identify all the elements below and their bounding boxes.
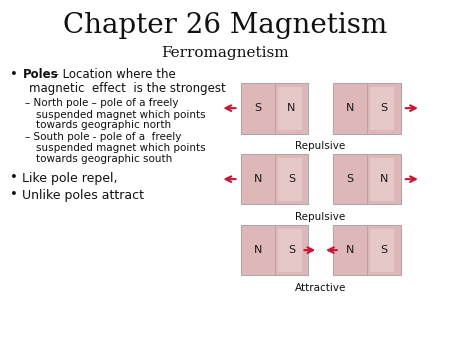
Text: suspended magnet which points: suspended magnet which points [36,143,206,153]
Text: S: S [288,245,295,255]
Text: Attractive: Attractive [295,283,346,293]
Text: •: • [10,68,18,80]
Text: S: S [254,103,261,113]
Text: N: N [287,103,296,113]
Text: •: • [10,171,18,184]
Text: Unlike poles attract: Unlike poles attract [22,189,144,201]
Text: •: • [10,188,18,200]
FancyBboxPatch shape [278,87,302,130]
Text: suspended magnet which points: suspended magnet which points [36,110,206,120]
FancyBboxPatch shape [333,225,400,275]
Text: N: N [379,174,388,184]
Text: S: S [346,174,353,184]
FancyBboxPatch shape [241,83,308,134]
Text: magnetic  effect  is the strongest: magnetic effect is the strongest [29,82,226,95]
FancyBboxPatch shape [241,225,308,275]
Text: N: N [346,245,354,255]
Text: Ferromagnetism: Ferromagnetism [161,46,289,59]
FancyBboxPatch shape [370,228,394,272]
FancyBboxPatch shape [278,158,302,201]
Text: N: N [253,174,262,184]
FancyBboxPatch shape [278,228,302,272]
Text: N: N [346,103,354,113]
FancyBboxPatch shape [333,154,400,204]
Text: Like pole repel,: Like pole repel, [22,172,118,185]
Text: Poles: Poles [22,68,58,80]
Text: S: S [380,245,387,255]
Text: Chapter 26 Magnetism: Chapter 26 Magnetism [63,12,387,39]
FancyBboxPatch shape [370,87,394,130]
FancyBboxPatch shape [333,83,400,134]
Text: S: S [380,103,387,113]
Text: towards geographic south: towards geographic south [36,154,172,164]
FancyBboxPatch shape [241,154,308,204]
Text: S: S [288,174,295,184]
Text: N: N [253,245,262,255]
Text: Repulsive: Repulsive [296,141,346,151]
FancyBboxPatch shape [370,158,394,201]
Text: Repulsive: Repulsive [296,212,346,222]
Text: – Location where the: – Location where the [53,68,176,80]
Text: – South pole - pole of a  freely: – South pole - pole of a freely [25,132,181,142]
Text: – North pole – pole of a freely: – North pole – pole of a freely [25,98,178,108]
Text: towards geographic north: towards geographic north [36,120,171,130]
